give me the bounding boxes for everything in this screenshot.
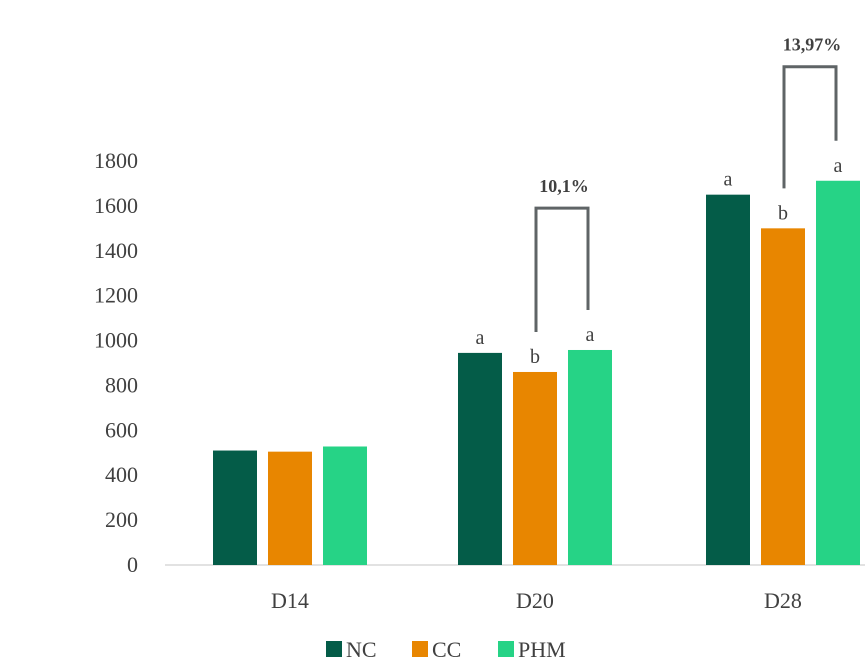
significance-letter: a — [724, 169, 733, 191]
x-tick-label: D20 — [516, 588, 554, 613]
y-tick-label: 1600 — [94, 193, 138, 218]
y-tick-label: 0 — [127, 552, 138, 577]
bar-nc-d20 — [458, 352, 502, 565]
legend-label-cc: CC — [432, 637, 461, 662]
legend-label-phm: PHM — [518, 637, 566, 662]
significance-letter: b — [778, 202, 788, 224]
legend: NC CC PHM — [326, 637, 566, 662]
y-tick-label: 400 — [105, 462, 138, 487]
y-tick-label: 1000 — [94, 328, 138, 353]
x-tick-label: D14 — [271, 588, 309, 613]
bar-cc-d14 — [268, 451, 312, 565]
legend-swatch-phm — [498, 641, 514, 657]
legend-label-nc: NC — [346, 637, 377, 662]
significance-bracket — [782, 65, 838, 189]
significance-brackets: 10,1% 13,97% — [534, 35, 842, 332]
y-tick-label: 800 — [105, 372, 138, 397]
x-axis: D14 D20 D28 — [271, 588, 802, 613]
y-tick-label: 600 — [105, 417, 138, 442]
significance-letter: a — [586, 324, 595, 346]
significance-bracket — [534, 206, 590, 332]
bar-phm-d20 — [568, 349, 612, 565]
y-tick-label: 1800 — [94, 148, 138, 173]
significance-letter: b — [530, 346, 540, 368]
bracket-percent-label: 10,1% — [539, 176, 589, 196]
bars: a b a a b a — [213, 155, 860, 566]
y-tick-label: 1400 — [94, 238, 138, 263]
bar-cc-d20 — [513, 371, 557, 565]
x-tick-label: D28 — [764, 588, 802, 613]
bracket-percent-label: 13,97% — [783, 35, 842, 55]
bar-nc-d14 — [213, 450, 257, 565]
legend-swatch-cc — [412, 641, 428, 657]
y-tick-label: 200 — [105, 507, 138, 532]
bar-cc-d28 — [761, 228, 805, 566]
bar-phm-d28 — [816, 180, 860, 566]
bar-phm-d14 — [323, 446, 367, 565]
bar-nc-d28 — [706, 194, 750, 565]
significance-letter: a — [476, 327, 485, 349]
legend-swatch-nc — [326, 641, 342, 657]
y-axis: 0 200 400 600 800 1000 1200 1400 1600 1800 — [94, 148, 138, 577]
y-tick-label: 1200 — [94, 283, 138, 308]
significance-letter: a — [834, 155, 843, 177]
